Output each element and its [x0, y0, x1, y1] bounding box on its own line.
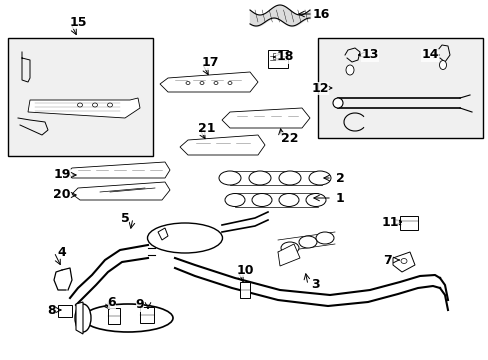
Ellipse shape: [315, 232, 333, 244]
Ellipse shape: [305, 194, 325, 207]
Text: 19: 19: [53, 168, 71, 181]
Text: 10: 10: [236, 264, 253, 276]
Bar: [267, 50, 287, 68]
Text: 8: 8: [48, 303, 56, 316]
Ellipse shape: [224, 194, 244, 207]
Text: 22: 22: [281, 131, 298, 144]
Ellipse shape: [147, 223, 222, 253]
Polygon shape: [160, 72, 258, 92]
Text: 12: 12: [311, 81, 328, 94]
Ellipse shape: [185, 81, 190, 85]
Ellipse shape: [107, 103, 112, 107]
Polygon shape: [392, 252, 414, 272]
Text: 5: 5: [121, 211, 129, 225]
Ellipse shape: [400, 258, 406, 264]
Text: 1: 1: [335, 192, 344, 204]
Bar: [108, 308, 120, 324]
Ellipse shape: [439, 60, 446, 69]
Text: 21: 21: [198, 122, 215, 135]
Ellipse shape: [77, 103, 82, 107]
Ellipse shape: [279, 171, 301, 185]
Text: 15: 15: [69, 15, 86, 28]
Text: 14: 14: [420, 49, 438, 62]
Bar: [8, 38, 153, 156]
Ellipse shape: [219, 171, 241, 185]
Ellipse shape: [251, 194, 271, 207]
Bar: [58, 305, 72, 317]
Bar: [399, 216, 417, 230]
Polygon shape: [222, 108, 309, 128]
Text: 16: 16: [312, 8, 329, 21]
Text: 3: 3: [311, 279, 320, 292]
Bar: [272, 53, 281, 59]
Ellipse shape: [332, 98, 342, 108]
Polygon shape: [68, 162, 170, 178]
Text: 18: 18: [276, 50, 293, 63]
Polygon shape: [28, 98, 140, 118]
Ellipse shape: [227, 81, 231, 85]
Ellipse shape: [248, 171, 270, 185]
Ellipse shape: [279, 194, 298, 207]
Polygon shape: [180, 135, 264, 155]
Ellipse shape: [214, 81, 218, 85]
Ellipse shape: [200, 81, 203, 85]
Ellipse shape: [83, 304, 173, 332]
Polygon shape: [278, 244, 299, 266]
Polygon shape: [158, 228, 168, 240]
Polygon shape: [76, 302, 83, 334]
Text: 2: 2: [335, 171, 344, 184]
Text: 9: 9: [135, 298, 144, 311]
Bar: [317, 38, 482, 138]
Ellipse shape: [281, 242, 298, 254]
Text: 6: 6: [107, 296, 116, 309]
Ellipse shape: [75, 304, 91, 332]
Bar: [240, 282, 249, 298]
Text: 11: 11: [381, 216, 398, 229]
Text: 7: 7: [383, 253, 391, 266]
Ellipse shape: [298, 236, 316, 248]
Ellipse shape: [308, 171, 330, 185]
Text: 13: 13: [361, 49, 378, 62]
Text: 17: 17: [201, 57, 218, 69]
Text: 20: 20: [53, 189, 71, 202]
Bar: [140, 307, 154, 323]
Ellipse shape: [346, 65, 353, 75]
Polygon shape: [72, 182, 170, 200]
Ellipse shape: [92, 103, 97, 107]
Text: 4: 4: [58, 246, 66, 258]
